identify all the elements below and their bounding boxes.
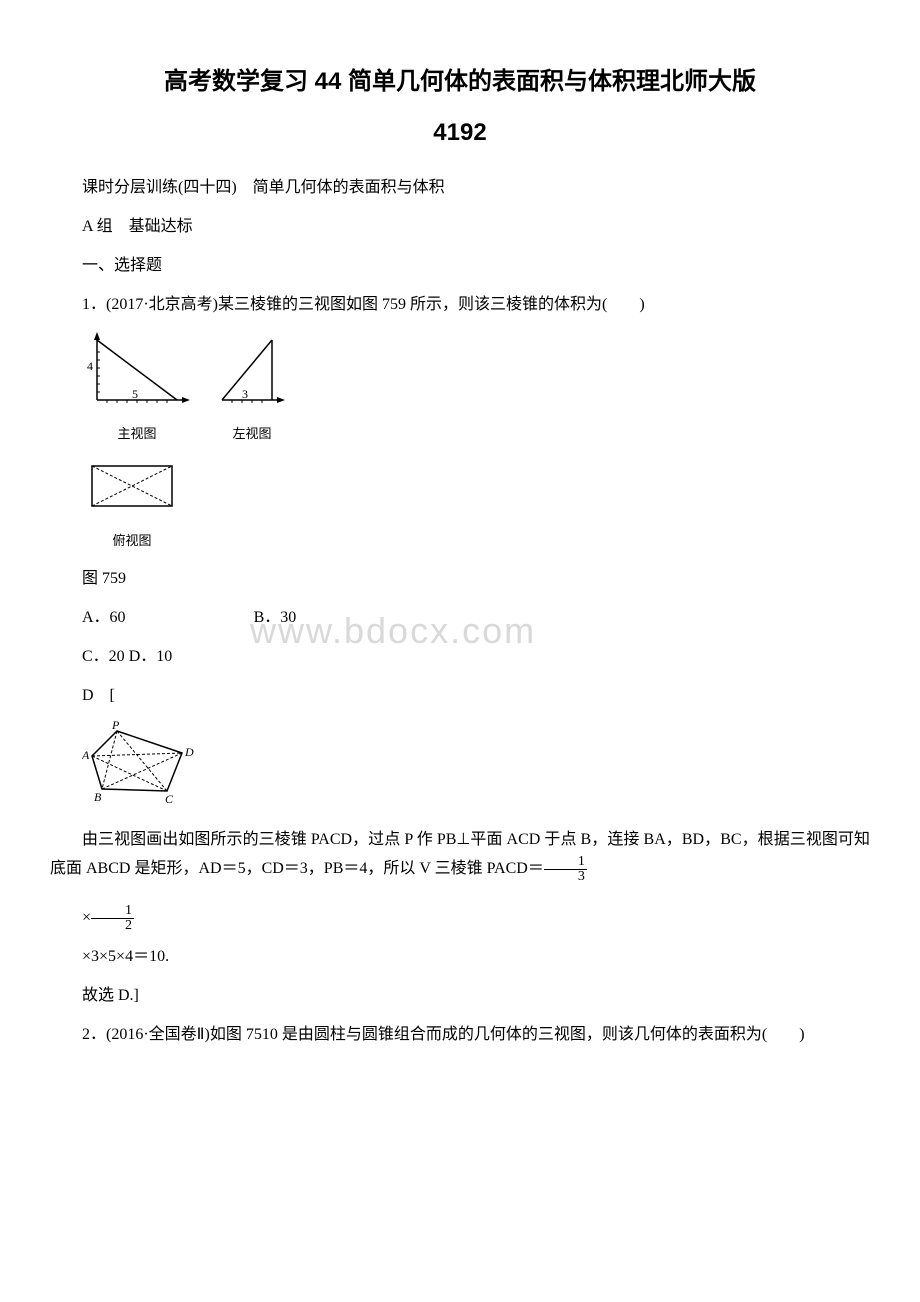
question-1-text: 1．(2017·北京高考)某三棱锥的三视图如图 759 所示，则该三棱锥的体积为… xyxy=(50,291,870,320)
group-label: A 组 基础达标 xyxy=(50,213,870,242)
three-views-diagram: 4 5 主视图 xyxy=(82,330,870,556)
svg-text:5: 5 xyxy=(132,387,138,401)
fraction-1-3: 13 xyxy=(544,855,587,884)
svg-text:C: C xyxy=(165,792,174,806)
fraction-1-2: 12 xyxy=(91,904,134,933)
main-view-svg: 4 5 xyxy=(82,330,192,410)
pacd-diagram: P A D C B xyxy=(82,721,870,817)
q1-option-d: D．10 xyxy=(129,648,173,665)
svg-text:4: 4 xyxy=(87,359,93,373)
svg-text:D: D xyxy=(184,745,194,759)
q1-option-a: A．60 xyxy=(82,609,126,626)
q1-option-b: B．30 xyxy=(254,609,297,626)
page-title-line1: 高考数学复习 44 简单几何体的表面积与体积理北师大版 xyxy=(50,60,870,103)
left-view-block: 3 左视图 xyxy=(212,330,292,446)
q1-option-c: C．20 xyxy=(82,648,125,665)
subtitle: 课时分层训练(四十四) 简单几何体的表面积与体积 xyxy=(50,174,870,203)
q1-options-row1: A．60 B．30 xyxy=(50,604,870,633)
left-view-label: 左视图 xyxy=(212,422,292,445)
pacd-svg: P A D C B xyxy=(82,721,212,806)
main-view-label: 主视图 xyxy=(82,422,192,445)
page-title-line2: 4192 xyxy=(50,111,870,154)
q1-solution-p1: 由三视图画出如图所示的三棱锥 PACD，过点 P 作 PB⊥平面 ACD 于点 … xyxy=(50,826,870,884)
svg-text:B: B xyxy=(94,790,102,804)
top-view-svg xyxy=(82,456,182,516)
main-view-block: 4 5 主视图 xyxy=(82,330,192,446)
q1-options-row2: C．20 D．10 xyxy=(50,643,870,672)
top-view-label: 俯视图 xyxy=(82,529,182,552)
top-view-block: 俯视图 xyxy=(82,456,182,552)
q1-solution-p3: ×3×5×4＝10. xyxy=(50,943,870,972)
section-heading: 一、选择题 xyxy=(50,252,870,281)
svg-text:3: 3 xyxy=(242,387,248,401)
q1-answer-prefix: D [ xyxy=(50,682,870,711)
question-2-text: 2．(2016·全国卷Ⅱ)如图 7510 是由圆柱与圆锥组合而成的几何体的三视图… xyxy=(50,1021,870,1050)
left-view-svg: 3 xyxy=(212,330,292,410)
q1-solution-p4: 故选 D.] xyxy=(50,982,870,1011)
q1-solution-p2: ×12 xyxy=(50,904,870,933)
svg-text:A: A xyxy=(82,748,90,762)
figure-1-label: 图 759 xyxy=(50,565,870,594)
svg-text:P: P xyxy=(111,721,120,732)
